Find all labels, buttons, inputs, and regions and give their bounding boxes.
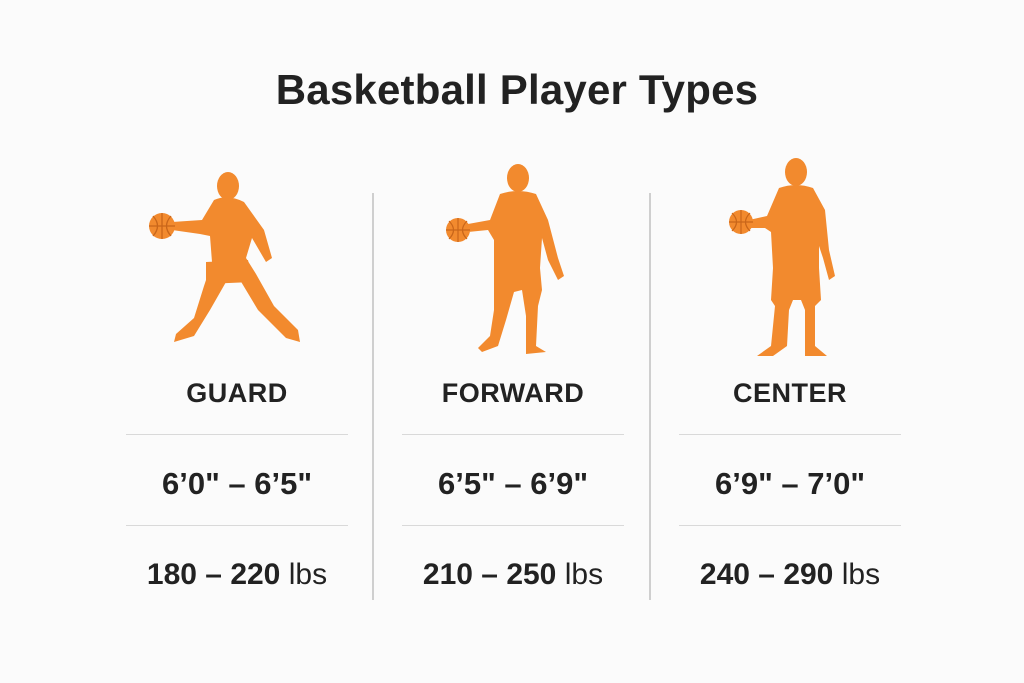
height-range: 6’9" – 7’0" (714, 466, 866, 501)
row-separator (679, 434, 901, 435)
row-separator (402, 434, 624, 435)
standing-player-icon (402, 150, 624, 360)
position-name: FORWARD (441, 378, 585, 408)
weight-range: 180 – 220 lbs (146, 558, 328, 591)
row-separator (126, 525, 348, 526)
height-range: 6’5" – 6’9" (437, 466, 589, 501)
row-separator (126, 434, 348, 435)
column-divider (649, 193, 651, 600)
dribbling-player-icon (126, 150, 348, 360)
height-range: 6’0" – 6’5" (161, 466, 313, 501)
page-title: Basketball Player Types (275, 66, 759, 113)
tall-player-icon (679, 150, 901, 360)
column-divider (372, 193, 374, 600)
position-column-forward: FORWARD 6’5" – 6’9" 210 – 250 lbs (402, 0, 624, 683)
position-name: GUARD (186, 378, 288, 408)
position-name: CENTER (732, 378, 847, 408)
weight-range: 240 – 290 lbs (699, 558, 881, 591)
row-separator (679, 525, 901, 526)
row-separator (402, 525, 624, 526)
weight-range: 210 – 250 lbs (422, 558, 604, 591)
position-column-guard: GUARD 6’0" – 6’5" 180 – 220 lbs (126, 0, 348, 683)
position-column-center: CENTER 6’9" – 7’0" 240 – 290 lbs (679, 0, 901, 683)
